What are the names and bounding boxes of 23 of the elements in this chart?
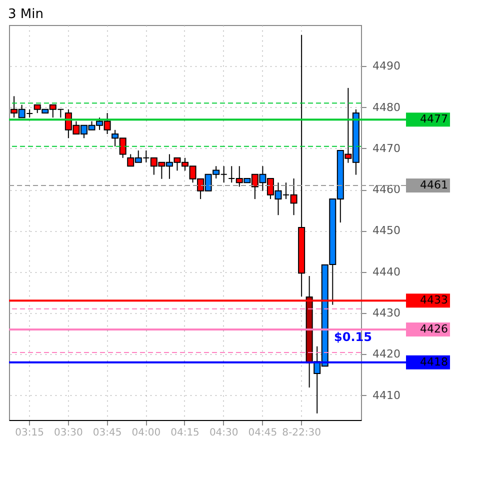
x-tick-label: 04:45 bbox=[248, 428, 278, 438]
y-tick-label: 4430 bbox=[372, 306, 400, 320]
chart-title: 3 Min bbox=[8, 7, 44, 22]
x-tick-label: 03:15 bbox=[15, 428, 44, 438]
y-tick-label: 4480 bbox=[372, 100, 400, 114]
y-tick-label: 4420 bbox=[372, 348, 400, 361]
x-tick-label: 04:00 bbox=[132, 428, 161, 438]
x-tick-label: 04:30 bbox=[209, 428, 238, 438]
y-tick-label: 4490 bbox=[372, 60, 400, 73]
y-tick-label: 4440 bbox=[372, 265, 400, 278]
ref-line-label: 4433 bbox=[420, 294, 448, 307]
x-tick-label: 8-22:30 bbox=[282, 428, 321, 438]
ref-line-label: 4418 bbox=[420, 355, 448, 368]
ref-line-label: 4461 bbox=[420, 178, 448, 192]
y-tick-label: 4450 bbox=[372, 224, 400, 238]
y-tick-label: 4410 bbox=[372, 388, 400, 402]
y-tick-label: 4470 bbox=[372, 142, 400, 155]
ref-line-label: 4477 bbox=[420, 112, 448, 126]
ref-line-label: 4426 bbox=[420, 322, 448, 336]
x-tick-label: 03:30 bbox=[54, 428, 83, 438]
x-tick-label: 03:45 bbox=[92, 428, 122, 438]
x-tick-label: 04:15 bbox=[170, 428, 200, 438]
annotation: $0.15 bbox=[334, 330, 372, 344]
